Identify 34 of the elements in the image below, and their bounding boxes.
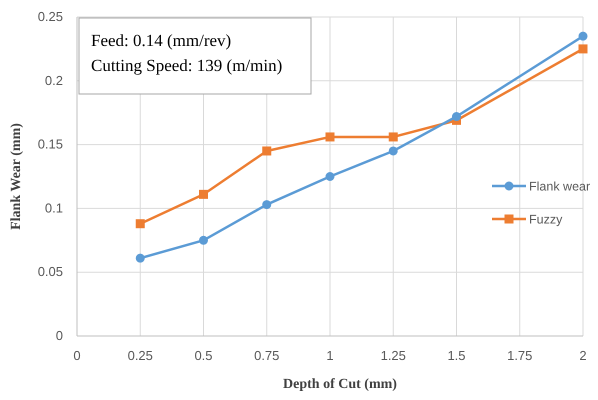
x-tick-label: 0.75 <box>254 348 280 363</box>
point <box>136 254 145 263</box>
point <box>262 146 272 156</box>
x-tick-label: 2 <box>579 348 587 363</box>
x-tick-label: 1.5 <box>447 348 466 363</box>
y-tick-label: 0.05 <box>38 264 63 280</box>
point <box>326 132 334 142</box>
x-tick-label: 1.25 <box>380 348 406 363</box>
y-axis-title: Flank Wear (mm) <box>9 122 24 230</box>
point <box>388 146 398 156</box>
x-tick-label: 0 <box>73 348 81 363</box>
y-tick-label: 0 <box>56 328 63 343</box>
point <box>199 190 208 199</box>
point <box>452 112 461 122</box>
y-tick-label: 0.2 <box>44 72 63 88</box>
x-tick-label: 1 <box>326 348 334 363</box>
legend-label: Fuzzy <box>529 212 564 226</box>
annotation: Feed: 0.14 (mm/rev) <box>91 31 232 50</box>
point <box>199 236 208 245</box>
x-tick-label: 1.75 <box>507 348 532 363</box>
y-tick-label: 0.1 <box>44 200 63 216</box>
x-tick-label: 0.25 <box>128 348 153 363</box>
point <box>578 32 588 41</box>
x-axis-title: Depth of Cut (mm) <box>283 377 398 392</box>
legend-label: Flank wear <box>529 180 590 194</box>
point <box>578 44 588 54</box>
y-tick-label: 0.15 <box>38 136 63 152</box>
point <box>136 219 145 228</box>
x-tick-label: 0.5 <box>194 348 213 363</box>
annotation: Cutting Speed: 139 (m/min) <box>91 56 282 75</box>
y-tick-label: 0.25 <box>38 9 63 24</box>
point <box>326 172 334 181</box>
point <box>388 132 398 142</box>
point <box>262 200 272 210</box>
